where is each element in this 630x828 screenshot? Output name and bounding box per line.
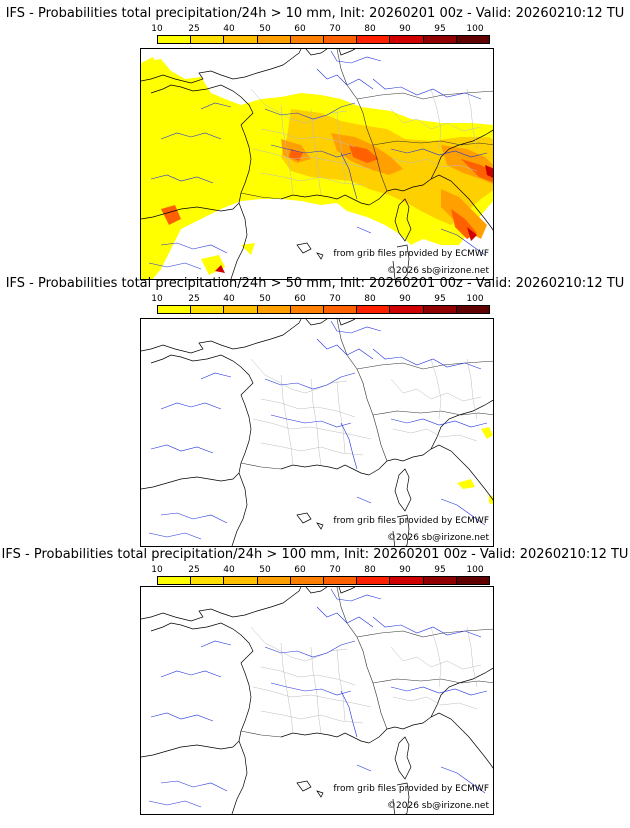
credit-source: from grib files provided by ECMWF — [333, 249, 489, 259]
colorbar-segment — [257, 36, 291, 43]
colorbar-tick: 70 — [329, 294, 341, 304]
colorbar-segment — [290, 306, 325, 313]
colorbar-bar — [157, 576, 490, 585]
colorbar: 10 25 40 50 60 70 80 90 95 100 — [151, 24, 490, 46]
credit-copyright: ©2026 sb@irizone.net — [387, 801, 489, 811]
precip-probability-map: from grib files provided by ECMWF ©2026 … — [140, 586, 494, 815]
colorbar-tick: 80 — [364, 565, 376, 575]
colorbar-tick-labels: 10 25 40 50 60 70 80 90 95 100 — [151, 565, 490, 575]
colorbar-segment — [224, 36, 258, 43]
colorbar-tick: 25 — [188, 565, 200, 575]
colorbar-tick: 90 — [399, 294, 411, 304]
colorbar-tick: 80 — [364, 24, 376, 34]
panel-title: IFS - Probabilities total precipitation/… — [5, 276, 625, 291]
colorbar-segment — [224, 577, 258, 584]
colorbar-tick: 100 — [466, 565, 484, 575]
colorbar-segment — [158, 36, 192, 43]
colorbar-tick: 90 — [399, 24, 411, 34]
colorbar-tick: 50 — [259, 565, 271, 575]
panel-title: IFS - Probabilities total precipitation/… — [5, 6, 625, 21]
basemap-outlines — [141, 319, 493, 546]
colorbar-tick: 60 — [294, 565, 306, 575]
precip-probability-map: from grib files provided by ECMWF ©2026 … — [140, 48, 494, 280]
colorbar-tick: 95 — [434, 24, 446, 34]
colorbar-tick: 50 — [259, 294, 271, 304]
credit-source: from grib files provided by ECMWF — [333, 784, 489, 794]
colorbar-segment — [324, 36, 358, 43]
colorbar-segment — [324, 306, 358, 313]
colorbar-tick: 80 — [364, 294, 376, 304]
colorbar-tick-labels: 10 25 40 50 60 70 80 90 95 100 — [151, 294, 490, 304]
colorbar-segment — [390, 306, 424, 313]
colorbar-segment — [390, 36, 424, 43]
colorbar-tick: 90 — [399, 565, 411, 575]
colorbar-segment — [423, 577, 457, 584]
colorbar: 10 25 40 50 60 70 80 90 95 100 — [151, 294, 490, 316]
colorbar-bar — [157, 305, 490, 314]
colorbar-tick: 50 — [259, 24, 271, 34]
colorbar-tick: 60 — [294, 24, 306, 34]
colorbar-segment — [191, 577, 225, 584]
credit-source: from grib files provided by ECMWF — [333, 516, 489, 526]
colorbar-tick-labels: 10 25 40 50 60 70 80 90 95 100 — [151, 24, 490, 34]
colorbar-segment — [158, 577, 192, 584]
colorbar-segment — [290, 577, 325, 584]
colorbar-segment — [456, 306, 490, 313]
colorbar-segment — [158, 306, 192, 313]
panel-gt50mm: IFS - Probabilities total precipitation/… — [0, 276, 630, 547]
colorbar-segment — [357, 36, 391, 43]
colorbar-tick: 100 — [466, 24, 484, 34]
colorbar-segment — [456, 36, 490, 43]
credit-copyright: ©2026 sb@irizone.net — [387, 266, 489, 276]
colorbar-tick: 25 — [188, 294, 200, 304]
colorbar-segment — [257, 306, 291, 313]
colorbar-segment — [357, 306, 391, 313]
colorbar-segment — [257, 577, 291, 584]
colorbar-segment — [423, 36, 457, 43]
colorbar-tick: 100 — [466, 294, 484, 304]
colorbar: 10 25 40 50 60 70 80 90 95 100 — [151, 565, 490, 587]
colorbar-tick: 25 — [188, 24, 200, 34]
colorbar-tick: 40 — [223, 24, 235, 34]
panel-title: IFS - Probabilities total precipitation/… — [1, 547, 629, 562]
colorbar-tick: 40 — [223, 565, 235, 575]
colorbar-segment — [324, 577, 358, 584]
colorbar-tick: 70 — [329, 565, 341, 575]
colorbar-segment — [224, 306, 258, 313]
colorbar-segment — [357, 577, 391, 584]
colorbar-tick: 95 — [434, 294, 446, 304]
credit-copyright: ©2026 sb@irizone.net — [387, 533, 489, 543]
precip-probability-field — [141, 57, 493, 279]
colorbar-tick: 40 — [223, 294, 235, 304]
panel-gt100mm: IFS - Probabilities total precipitation/… — [0, 547, 630, 817]
colorbar-segment — [390, 577, 424, 584]
basemap-outlines — [141, 587, 493, 814]
precip-probability-field — [457, 427, 493, 505]
precip-probability-map: from grib files provided by ECMWF ©2026 … — [140, 318, 494, 547]
colorbar-segment — [191, 36, 225, 43]
colorbar-segment — [290, 36, 325, 43]
colorbar-tick: 10 — [151, 24, 163, 34]
colorbar-tick: 10 — [151, 565, 163, 575]
colorbar-segment — [456, 577, 490, 584]
colorbar-tick: 10 — [151, 294, 163, 304]
panel-gt10mm: IFS - Probabilities total precipitation/… — [0, 6, 630, 280]
colorbar-tick: 95 — [434, 565, 446, 575]
colorbar-segment — [423, 306, 457, 313]
colorbar-tick: 60 — [294, 294, 306, 304]
colorbar-segment — [191, 306, 225, 313]
colorbar-tick: 70 — [329, 24, 341, 34]
colorbar-bar — [157, 35, 490, 44]
